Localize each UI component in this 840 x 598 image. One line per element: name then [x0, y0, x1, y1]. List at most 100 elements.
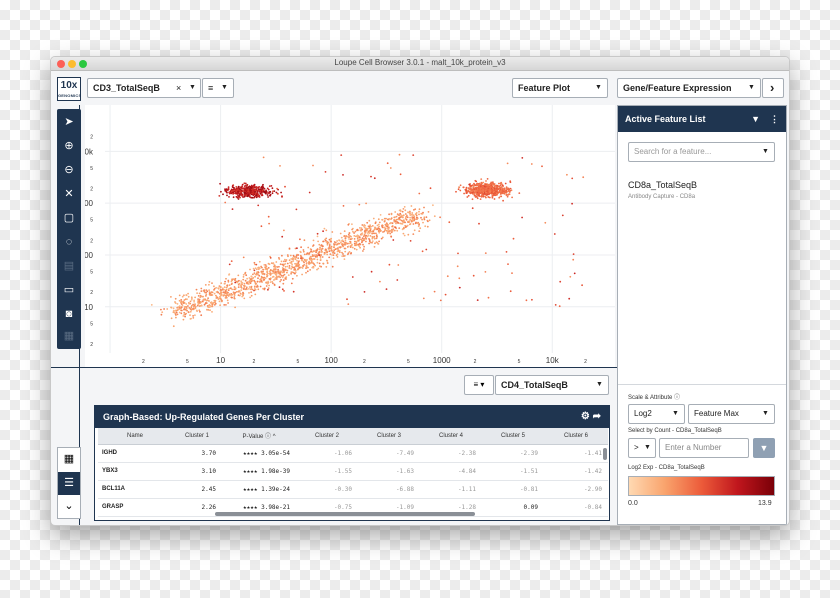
column-header[interactable]: Cluster 2: [296, 428, 358, 445]
table-row[interactable]: IGHD 3.70 ★★★★ 3.05e-54 -1.06 -7.49 -2.3…: [98, 444, 608, 463]
scatter-point: [389, 221, 392, 224]
mode-select[interactable]: Gene/Feature Expression ▼: [617, 78, 761, 98]
x-filter-button[interactable]: ≡ ▼: [202, 78, 234, 98]
folder-icon[interactable]: ▭: [63, 284, 75, 296]
scatter-point: [193, 304, 196, 307]
scatter-point: [471, 198, 474, 201]
next-button[interactable]: ›: [762, 78, 784, 98]
column-header[interactable]: Cluster 1: [172, 428, 222, 445]
horizontal-scrollbar[interactable]: [215, 512, 475, 516]
scatter-point: [360, 233, 363, 236]
more-icon[interactable]: ⋮: [770, 114, 779, 124]
zoom-out-icon[interactable]: ⊖: [64, 164, 74, 176]
scatter-point: [303, 258, 306, 261]
close-window-button[interactable]: [57, 60, 65, 68]
scatter-point: [341, 239, 343, 242]
scatter-point: [470, 189, 473, 191]
count-number-input[interactable]: Enter a Number: [659, 438, 749, 458]
pointer-icon[interactable]: ➤: [64, 116, 74, 128]
column-header[interactable]: Name: [98, 428, 172, 445]
scatter-point: [308, 252, 310, 255]
vertical-scrollbar[interactable]: [603, 448, 607, 460]
scatter-point: [309, 248, 312, 250]
filter-icon[interactable]: ▼: [753, 438, 775, 458]
scatter-point: [498, 185, 500, 188]
list-view-icon[interactable]: ☰: [58, 472, 80, 495]
table-cell: -2.39: [482, 444, 544, 463]
table-row[interactable]: BCL11A 2.45 ★★★★ 1.39e-24 -0.30 -6.88 -1…: [98, 480, 608, 499]
export-icon[interactable]: ➦: [592, 411, 601, 422]
scatter-point: [324, 171, 327, 173]
scatter-point: [500, 186, 503, 188]
maximize-window-button[interactable]: [79, 60, 87, 68]
scatter-point: [373, 232, 376, 235]
scatter-point: [189, 300, 192, 303]
feature-search-input[interactable]: Search for a feature... ▼: [628, 142, 775, 162]
view-select[interactable]: Feature Plot ▼: [512, 78, 608, 98]
scatter-point: [185, 303, 188, 305]
zoom-in-icon[interactable]: ⊕: [64, 140, 74, 152]
chevron-down-icon[interactable]: ▼: [189, 84, 196, 91]
scatter-point: [239, 193, 241, 196]
scatter-point: [205, 295, 207, 297]
chevron-down-icon: ▼: [762, 410, 769, 417]
scatter-point: [290, 260, 293, 263]
scatter-point: [355, 242, 358, 244]
table-row[interactable]: GRASP 2.26 ★★★★ 3.98e-21 -0.75 -1.09 -1.…: [98, 498, 608, 517]
rect-select-icon[interactable]: ▢: [63, 212, 75, 224]
scatter-point: [412, 154, 415, 156]
lasso-icon[interactable]: ◌: [65, 236, 73, 248]
scatter-point: [418, 210, 420, 213]
grid-view-icon[interactable]: ▦: [63, 453, 75, 465]
chevron-down-icon[interactable]: ▼: [751, 114, 760, 124]
operator-select[interactable]: > ▼: [628, 438, 656, 458]
scatter-point: [263, 187, 266, 190]
scatter-point: [296, 247, 298, 250]
scatter-point: [316, 258, 319, 261]
scatter-point: [174, 312, 177, 315]
scatter-point: [232, 291, 235, 294]
camera-icon[interactable]: ◙: [65, 308, 73, 320]
y-feature-select[interactable]: CD4_TotalSeqB ▼: [495, 375, 609, 395]
scatter-point: [468, 183, 471, 186]
scatter-point: [340, 241, 342, 244]
scatter-point: [328, 250, 331, 253]
scatter-point: [467, 194, 470, 197]
table-cell: 0.09: [482, 498, 544, 517]
scatter-point: [250, 294, 253, 297]
scatter-point: [386, 162, 389, 165]
y-filter-button[interactable]: ≡ ▾: [464, 375, 494, 395]
table-row[interactable]: YBX3 3.10 ★★★★ 1.98e-39 -1.55 -1.63 -4.8…: [98, 462, 608, 481]
column-header[interactable]: Cluster 3: [358, 428, 420, 445]
scatter-point: [316, 235, 319, 238]
clear-icon[interactable]: ×: [176, 83, 182, 93]
minimize-window-button[interactable]: [68, 60, 76, 68]
scatter-point: [294, 269, 297, 272]
column-header[interactable]: Cluster 5: [482, 428, 544, 445]
scatter-point: [182, 315, 185, 317]
scatter-plot[interactable]: 2 10k 5 2 1000 5 2 100 5 2 10 5 2 2 5 10 2 5 100 2 5 1000 2 5 10…: [85, 105, 615, 367]
scatter-point: [259, 285, 262, 288]
fit-icon[interactable]: ✕: [64, 188, 74, 200]
feature-name[interactable]: CD8a_TotalSeqB: [628, 180, 698, 190]
scatter-point: [424, 225, 427, 228]
column-header[interactable]: Cluster 4: [420, 428, 482, 445]
scatter-point: [274, 271, 277, 274]
collapse-icon[interactable]: ⌄: [64, 500, 74, 512]
attribute-select[interactable]: Feature Max ▼: [688, 404, 775, 424]
grid-icon[interactable]: ▦: [63, 330, 75, 342]
scale-select[interactable]: Log2 ▼: [628, 404, 685, 424]
scatter-point: [253, 186, 255, 188]
scatter-point: [407, 233, 410, 236]
settings-icon[interactable]: ⚙: [580, 411, 590, 422]
column-header[interactable]: Cluster 6: [544, 428, 608, 445]
save-icon[interactable]: ▤: [63, 260, 75, 272]
scatter-point: [221, 287, 224, 290]
column-header-pvalue[interactable]: P-Value ⓘ ^: [222, 428, 296, 445]
sliders-icon: ≡: [473, 380, 479, 389]
x-feature-select[interactable]: CD3_TotalSeqB × ▼: [87, 78, 201, 98]
scatter-point: [205, 299, 208, 302]
scatter-point: [337, 249, 340, 251]
scatter-point: [214, 299, 217, 302]
scatter-point: [361, 237, 364, 240]
